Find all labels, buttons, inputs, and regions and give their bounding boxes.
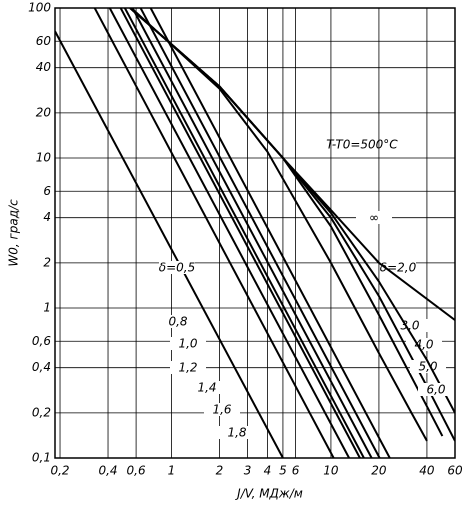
y-tick-label: 40 xyxy=(36,60,52,74)
label-bg xyxy=(159,261,195,274)
x-tick-label: 6 xyxy=(292,464,300,478)
label-bg xyxy=(160,315,196,328)
label-bg xyxy=(356,211,392,224)
series-line xyxy=(123,8,365,458)
x-tick-label: 2 xyxy=(216,464,224,478)
legend-label: 1,0 xyxy=(178,337,197,351)
x-tick-label: 3 xyxy=(244,464,252,478)
series-line xyxy=(119,8,361,458)
y-tick-label: 0,2 xyxy=(32,405,51,419)
y-tick-label: 2 xyxy=(43,255,51,269)
y-tick-label: 1 xyxy=(43,301,51,315)
series-line xyxy=(93,8,335,458)
legend-label: 1,6 xyxy=(212,403,231,417)
x-tick-label: 4 xyxy=(264,464,272,478)
series-line xyxy=(130,8,428,442)
legend-label: 6,0 xyxy=(426,383,445,397)
y-tick-label: 4 xyxy=(43,210,51,224)
x-tick-label: 5 xyxy=(279,464,287,478)
legend-label: 0,8 xyxy=(168,315,187,329)
series-line xyxy=(149,8,391,458)
x-tick-label: 0,6 xyxy=(127,464,146,478)
y-tick-label: 0,1 xyxy=(32,451,51,465)
label-bg xyxy=(219,426,255,439)
label-bg xyxy=(204,403,240,416)
x-tick-label: 40 xyxy=(419,464,435,478)
y-tick-label: 20 xyxy=(36,105,52,119)
series-line xyxy=(108,8,350,458)
annotation: T-T0=500°C xyxy=(326,138,398,152)
label-bg xyxy=(170,337,206,350)
y-tick-label: 0,6 xyxy=(32,334,51,348)
x-tick-label: 20 xyxy=(371,464,387,478)
x-tick-label: 0,4 xyxy=(98,464,117,478)
label-bg xyxy=(392,319,428,332)
plot-frame xyxy=(54,7,456,459)
series-line xyxy=(129,8,455,442)
label-bg xyxy=(410,360,446,373)
legend-label: δ=0,5 xyxy=(159,261,195,275)
y-tick-label: 6 xyxy=(43,184,51,198)
y-tick-label: 60 xyxy=(36,34,52,48)
series-line xyxy=(129,8,455,321)
y-tick-label: 0,4 xyxy=(32,360,51,374)
series-line xyxy=(139,8,381,458)
legend-label: 1,4 xyxy=(197,381,216,395)
x-tick-label: 10 xyxy=(323,464,339,478)
x-tick-label: 0,2 xyxy=(50,464,69,478)
x-axis-label: J/V, МДж/м xyxy=(235,487,303,501)
legend-label: 1,8 xyxy=(227,426,246,440)
legend-label: 3,0 xyxy=(400,319,419,333)
y-tick-label: 10 xyxy=(36,151,52,165)
x-tick-label: 1 xyxy=(168,464,176,478)
series-line xyxy=(55,30,284,458)
y-axis-label: W0, град/с xyxy=(7,199,21,267)
legend-label: 1,2 xyxy=(178,361,197,375)
y-tick-label: 100 xyxy=(28,1,51,15)
label-bg xyxy=(418,383,454,396)
series-line xyxy=(131,8,373,458)
label-bg xyxy=(170,361,206,374)
label-bg xyxy=(189,381,225,394)
x-tick-label: 60 xyxy=(447,464,463,478)
legend-label: ∞ xyxy=(369,211,379,225)
